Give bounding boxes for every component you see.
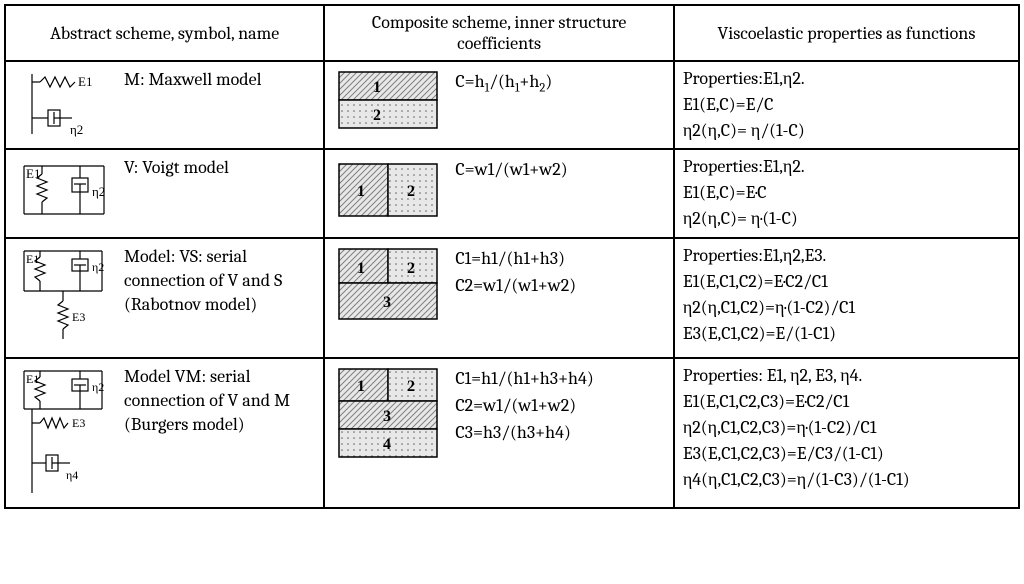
box-label-1: 1 — [373, 79, 381, 96]
box-label-1: 1 — [357, 260, 365, 277]
box-label-1: 1 — [357, 378, 365, 395]
label-e1: E1 — [26, 166, 40, 181]
row-voigt: E1 η2 V: Voigt model — [5, 149, 1019, 237]
prop-line: η2(η,C1,C2,C3)=η·(1-C2)/C1 — [683, 415, 1010, 441]
header-col1: Abstract scheme, symbol, name — [5, 5, 324, 61]
label-eta2: η2 — [70, 122, 83, 137]
prop-line: Properties:E1,η2,E3. — [683, 243, 1010, 269]
vm-props: Properties: E1, η2, E3, η4. E1(E,C1,C2,C… — [683, 363, 1010, 493]
label-eta4: η4 — [66, 468, 78, 482]
prop-line: Properties:E1,η2. — [683, 66, 1010, 92]
box-label-3: 3 — [383, 294, 391, 311]
voigt-schematic-icon: E1 η2 — [14, 154, 114, 230]
maxwell-eq-0: C=h1/(h1+h2) — [455, 68, 665, 98]
maxwell-schematic-icon: E1 η2 — [14, 66, 114, 142]
prop-line: Properties: E1, η2, E3, η4. — [683, 363, 1010, 389]
prop-line: E1(E,C)=E/C — [683, 92, 1010, 118]
vs-composite-icon: 1 2 3 — [333, 243, 443, 329]
prop-line: E1(E,C1,C2)=E·C2/C1 — [683, 269, 1010, 295]
row-maxwell: E1 η2 M: Maxwell model — [5, 61, 1019, 149]
maxwell-name: M: Maxwell model — [124, 66, 315, 92]
box-label-2: 2 — [373, 107, 381, 124]
prop-line: E3(E,C1,C2)=E/(1-C1) — [683, 321, 1010, 347]
prop-line: η2(η,C)= η/(1-C) — [683, 118, 1010, 144]
vm-eq-1: C2=w1/(w1+w2) — [455, 392, 665, 419]
box-label-2: 2 — [407, 183, 415, 200]
vm-name: Model VM: serial connection of V and M (… — [124, 363, 315, 438]
label-e3: E3 — [72, 310, 85, 324]
label-e1: E1 — [26, 252, 39, 266]
prop-line: E3(E,C1,C2,C3)=E/C3/(1-C1) — [683, 441, 1010, 467]
voigt-composite-icon: 1 2 — [333, 154, 443, 226]
box-label-2: 2 — [407, 378, 415, 395]
box-label-3: 3 — [383, 408, 391, 425]
box-label-1: 1 — [357, 183, 365, 200]
maxwell-props: Properties:E1,η2. E1(E,C)=E/C η2(η,C)= η… — [683, 66, 1010, 144]
prop-line: Properties:E1,η2. — [683, 154, 1010, 180]
label-e1: E1 — [26, 372, 39, 386]
vs-eq-1: C2=w1/(w1+w2) — [455, 272, 665, 299]
vm-composite-icon: 1 2 3 4 — [333, 363, 443, 473]
vs-schematic-icon: E1 η2 E3 — [14, 243, 114, 353]
header-col2: Composite scheme, inner structure coeffi… — [324, 5, 674, 61]
models-table: Abstract scheme, symbol, name Composite … — [4, 4, 1020, 509]
prop-line: η4(η,C1,C2,C3)=η/(1-C3)/(1-C1) — [683, 467, 1010, 493]
prop-line: E1(E,C)=E·C — [683, 180, 1010, 206]
header-col3: Viscoelastic properties as functions — [674, 5, 1019, 61]
voigt-name: V: Voigt model — [124, 154, 315, 180]
vm-eq-0: C1=h1/(h1+h3+h4) — [455, 365, 665, 392]
vs-eq-0: C1=h1/(h1+h3) — [455, 245, 665, 272]
vs-props: Properties:E1,η2,E3. E1(E,C1,C2)=E·C2/C1… — [683, 243, 1010, 347]
label-e3: E3 — [72, 416, 85, 430]
label-eta2: η2 — [92, 380, 104, 394]
voigt-eq-0: C=w1/(w1+w2) — [455, 156, 665, 183]
prop-line: E1(E,C1,C2,C3)=E·C2/C1 — [683, 389, 1010, 415]
prop-line: η2(η,C1,C2)=η·(1-C2)/C1 — [683, 295, 1010, 321]
label-eta2: η2 — [92, 260, 104, 274]
prop-line: η2(η,C)= η·(1-C) — [683, 206, 1010, 232]
vm-eq-2: C3=h3/(h3+h4) — [455, 419, 665, 446]
vm-schematic-icon: E1 η2 E3 — [14, 363, 114, 503]
row-vs: E1 η2 E3 — [5, 238, 1019, 358]
voigt-props: Properties:E1,η2. E1(E,C)=E·C η2(η,C)= η… — [683, 154, 1010, 232]
box-label-4: 4 — [383, 436, 391, 453]
maxwell-composite-icon: 1 2 — [333, 66, 443, 138]
label-e1: E1 — [78, 74, 92, 89]
box-label-2: 2 — [407, 260, 415, 277]
header-row: Abstract scheme, symbol, name Composite … — [5, 5, 1019, 61]
label-eta2: η2 — [92, 184, 105, 199]
vs-name: Model: VS: serial connection of V and S … — [124, 243, 315, 318]
row-vm: E1 η2 E3 — [5, 358, 1019, 508]
